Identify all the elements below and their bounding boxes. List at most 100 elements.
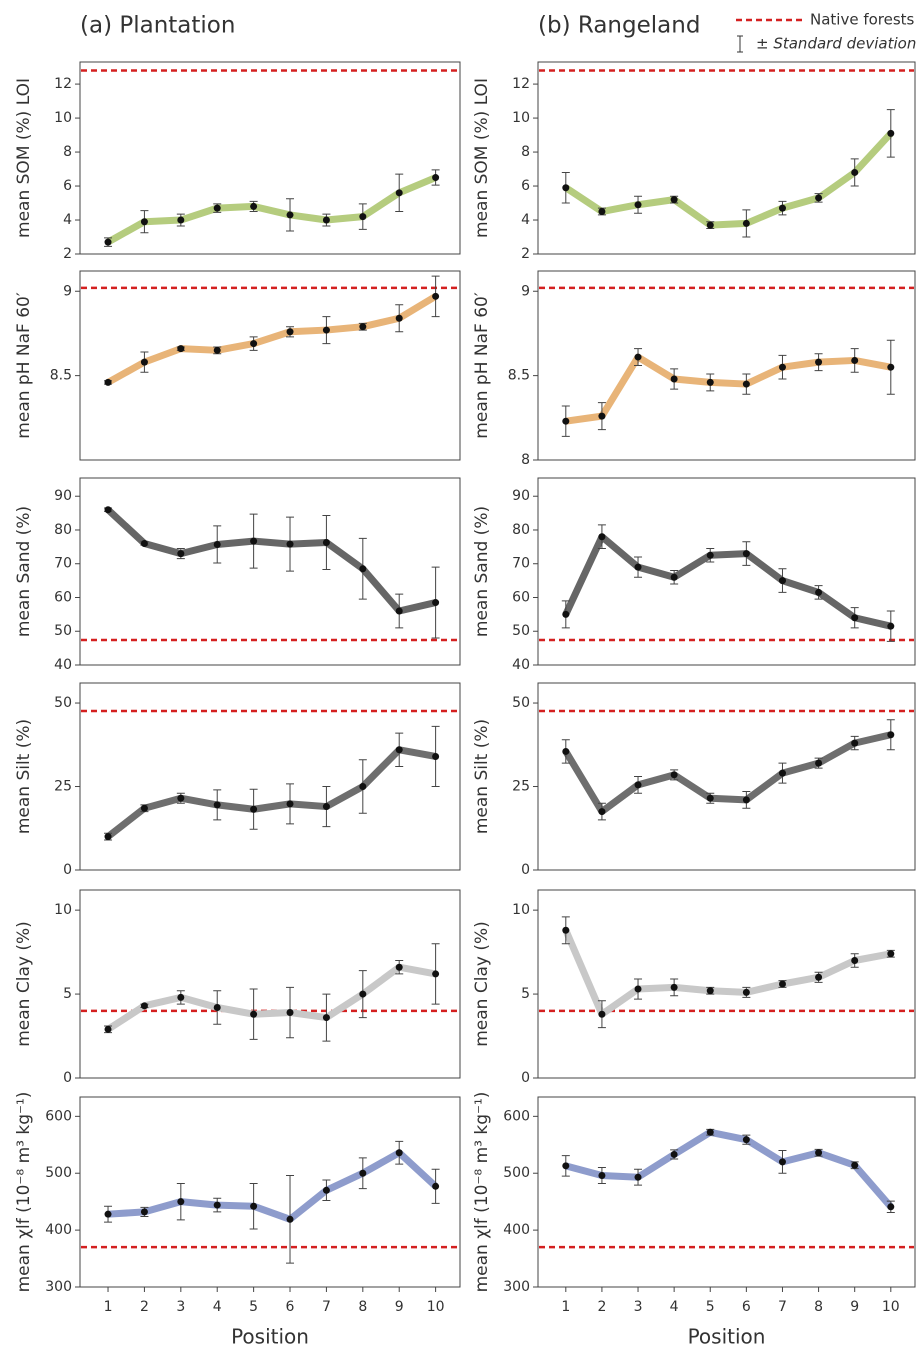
y-tick-label: 2: [521, 246, 530, 262]
y-tick-label: 80: [54, 522, 72, 538]
data-point: [432, 970, 440, 978]
data-point: [706, 221, 714, 229]
y-tick-label: 40: [512, 657, 530, 673]
series-line: [562, 533, 892, 630]
data-point: [395, 746, 403, 754]
data-point: [359, 323, 367, 331]
series-line: [105, 507, 437, 615]
data-point: [598, 808, 606, 816]
data-point: [598, 1172, 606, 1180]
series-line: [564, 1128, 894, 1210]
data-point: [778, 769, 786, 777]
data-point: [322, 803, 330, 811]
data-point: [359, 990, 367, 998]
x-tick-label: 1: [104, 1299, 113, 1315]
y-axis-label: mean SOM (%) LOI: [14, 78, 34, 238]
data-point: [140, 358, 148, 366]
y-tick-label: 400: [503, 1222, 530, 1238]
data-point: [286, 328, 294, 336]
x-tick-label: 5: [706, 1299, 715, 1315]
data-point: [104, 238, 112, 246]
series-line: [106, 963, 437, 1033]
data-point: [177, 794, 185, 802]
data-point: [887, 950, 895, 958]
data-point: [395, 314, 403, 322]
data-point: [851, 168, 859, 176]
plot-frame: [537, 1096, 916, 1288]
x-axis-label: Position: [688, 1325, 766, 1349]
y-axis-label: mean Sand (%): [14, 506, 34, 637]
x-axis-label: Position: [231, 1325, 309, 1349]
y-tick-label: 8: [63, 144, 72, 160]
plot-frame: [79, 889, 461, 1079]
y-axis-label: mean Silt (%): [472, 719, 492, 834]
x-tick-label: 6: [742, 1299, 751, 1315]
y-tick-label: 90: [512, 488, 530, 504]
y-tick-label: 50: [54, 623, 72, 639]
data-point: [395, 963, 403, 971]
series-line: [562, 731, 892, 816]
x-tick-label: 3: [634, 1299, 643, 1315]
plot-frame: [537, 270, 916, 461]
x-tick-label: 7: [322, 1299, 331, 1315]
data-point: [140, 539, 148, 547]
y-tick-label: 6: [521, 178, 530, 194]
data-point: [177, 1198, 185, 1206]
data-point: [322, 1186, 330, 1194]
data-point: [432, 1182, 440, 1190]
data-point: [851, 739, 859, 747]
series-line: [562, 928, 892, 1018]
plot-frame: [537, 889, 916, 1079]
data-point: [706, 987, 714, 995]
y-tick-label: 5: [63, 986, 72, 1002]
data-point: [634, 201, 642, 209]
data-point: [213, 1004, 221, 1011]
data-point: [887, 731, 895, 739]
y-tick-label: 10: [54, 902, 72, 918]
plot-frame: [537, 477, 916, 666]
x-tick-label: 6: [286, 1299, 295, 1315]
data-point: [778, 577, 786, 585]
data-point: [140, 1208, 148, 1216]
data-point: [250, 340, 258, 348]
data-point: [634, 1173, 642, 1181]
y-tick-label: 600: [503, 1108, 530, 1124]
data-point: [395, 607, 403, 615]
y-tick-label: 5: [521, 986, 530, 1002]
data-point: [177, 216, 185, 224]
y-tick-label: 2: [63, 246, 72, 262]
y-axis-label: mean Clay (%): [472, 921, 492, 1047]
y-tick-label: 12: [512, 76, 530, 92]
x-tick-label: 2: [140, 1299, 149, 1315]
data-point: [432, 174, 440, 182]
data-point: [322, 1014, 330, 1022]
data-point: [598, 533, 606, 541]
data-point: [778, 204, 786, 212]
data-point: [670, 196, 678, 204]
data-point: [815, 759, 823, 767]
data-point: [213, 346, 221, 354]
y-tick-label: 80: [512, 522, 530, 538]
data-point: [598, 1010, 606, 1018]
y-axis-label: mean Clay (%): [14, 921, 34, 1047]
y-tick-label: 300: [503, 1279, 530, 1295]
data-point: [634, 781, 642, 789]
data-point: [742, 550, 750, 558]
data-point: [815, 973, 823, 981]
data-point: [104, 506, 112, 514]
y-tick-label: 4: [521, 212, 530, 228]
data-point: [395, 1149, 403, 1157]
plot-frame: [537, 682, 916, 871]
series-line: [107, 1149, 438, 1223]
y-tick-label: 300: [45, 1279, 72, 1295]
data-point: [177, 345, 185, 353]
data-point: [562, 184, 570, 192]
data-point: [634, 353, 642, 361]
data-point: [322, 538, 330, 546]
plot-frame: [79, 1096, 461, 1288]
data-point: [887, 622, 895, 630]
y-tick-label: 10: [512, 110, 530, 126]
data-point: [104, 378, 112, 386]
data-point: [706, 551, 714, 559]
